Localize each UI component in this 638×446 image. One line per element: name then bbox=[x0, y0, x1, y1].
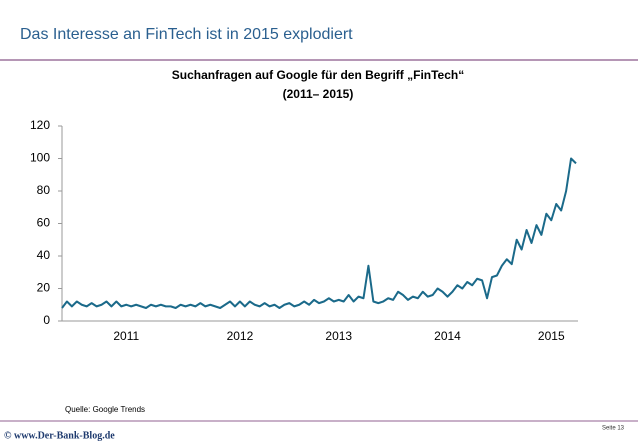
chart-subtitle: (2011– 2015) bbox=[283, 87, 354, 101]
y-tick-label: 80 bbox=[37, 183, 51, 197]
y-tick-label: 20 bbox=[37, 281, 51, 295]
y-tick-label: 120 bbox=[30, 118, 50, 132]
y-tick-label: 60 bbox=[37, 216, 51, 230]
slide-title: Das Interesse an FinTech ist in 2015 exp… bbox=[20, 26, 353, 43]
x-tick-label: 2015 bbox=[538, 329, 565, 343]
line bbox=[61, 157, 577, 309]
x-tick-label: 2013 bbox=[325, 329, 352, 343]
page-number: Seite 13 bbox=[602, 426, 625, 432]
x-tick-label: 2012 bbox=[227, 329, 254, 343]
y-tick-label: 40 bbox=[37, 248, 51, 262]
y-tick-label: 0 bbox=[43, 313, 50, 327]
x-tick-label: 2014 bbox=[434, 329, 461, 343]
chart-title: Suchanfragen auf Google für den Begriff … bbox=[172, 68, 464, 82]
source: Quelle: Google Trends bbox=[65, 405, 145, 414]
y-tick-label: 100 bbox=[30, 151, 50, 165]
site: © www.Der-Bank-Blog.de bbox=[4, 430, 115, 441]
x-tick-label: 2011 bbox=[113, 329, 139, 343]
